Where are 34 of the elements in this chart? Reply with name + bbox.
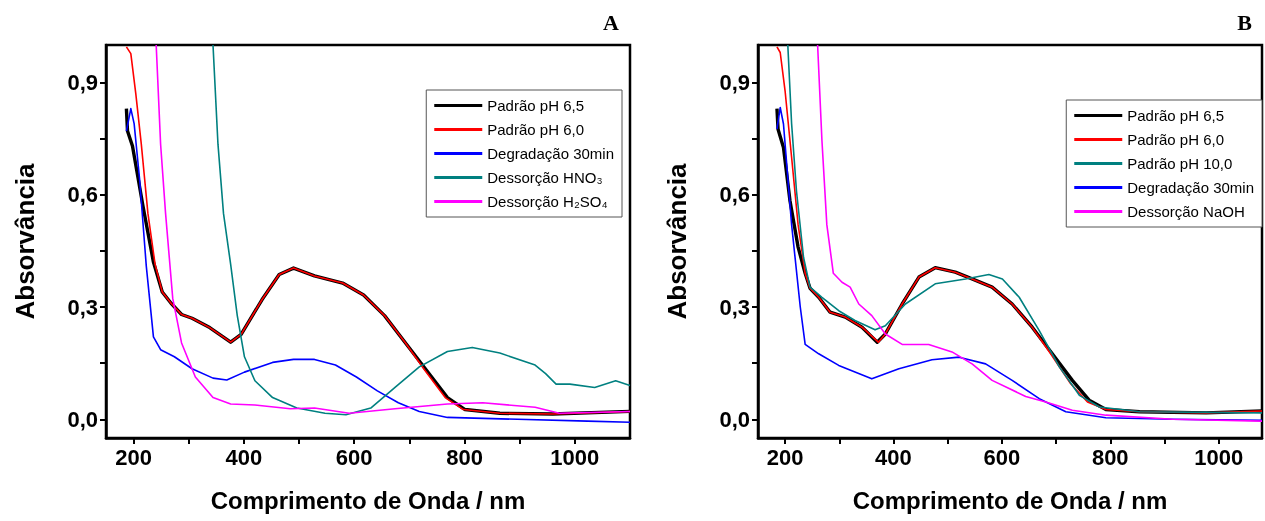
legend-label: Padrão pH 6,5: [487, 97, 584, 114]
x-axis-title: Comprimento de Onda / nm: [210, 486, 526, 514]
legend-label: Padrão pH 6,0: [487, 121, 584, 138]
y-tick-label: 0,6: [67, 182, 98, 208]
x-tick-label: 800: [446, 444, 483, 470]
chart-title: A: [603, 9, 620, 35]
legend-label: Padrão pH 6,5: [1127, 107, 1224, 124]
y-tick-label: 0,9: [719, 69, 750, 95]
chart-title: B: [1237, 9, 1253, 35]
y-tick-label: 0,0: [719, 406, 750, 432]
y-tick-label: 0,3: [67, 294, 98, 320]
y-axis-title: Absorvância: [662, 162, 692, 320]
y-tick-label: 0,3: [719, 294, 750, 320]
y-tick-label: 0,9: [67, 69, 98, 95]
x-tick-label: 800: [1091, 444, 1129, 470]
y-axis-title: Absorvância: [10, 162, 40, 320]
y-tick-label: 0,0: [67, 406, 98, 432]
legend-label: Padrão pH 6,0: [1127, 131, 1224, 148]
x-axis-title: Comprimento de Onda / nm: [852, 486, 1168, 514]
legend-label: Degradação 30min: [1127, 179, 1254, 196]
y-tick-label: 0,6: [719, 182, 750, 208]
legend-label: Padrão pH 10,0: [1127, 155, 1233, 172]
legend-label: Degradação 30min: [487, 145, 614, 162]
legend-label: Dessorção HNO₃: [487, 169, 603, 186]
x-tick-label: 1000: [1194, 444, 1244, 470]
x-tick-label: 400: [225, 444, 263, 470]
x-tick-label: 1000: [550, 444, 600, 470]
x-tick-label: 200: [115, 444, 152, 470]
legend-label: Dessorção NaOH: [1127, 203, 1245, 220]
legend-label: Dessorção H₂SO₄: [487, 193, 608, 210]
x-tick-label: 200: [766, 444, 804, 470]
x-tick-label: 600: [335, 444, 373, 470]
x-tick-label: 600: [983, 444, 1021, 470]
x-tick-label: 400: [875, 444, 912, 470]
